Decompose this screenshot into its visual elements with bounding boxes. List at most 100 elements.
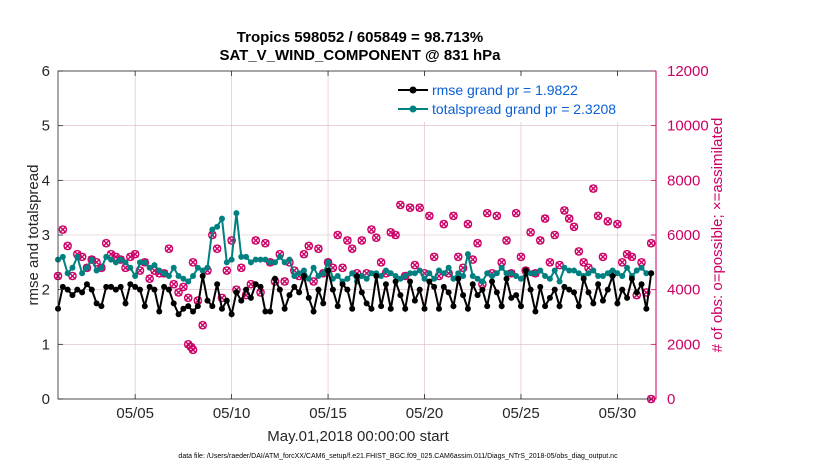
x-tick-label: 05/20 (406, 405, 444, 422)
obs-possible-marker (535, 236, 545, 245)
obs-assimilated-marker (502, 236, 511, 245)
totalspread-point (484, 270, 491, 277)
totalspread-point (108, 256, 115, 263)
totalspread-point (320, 270, 327, 277)
obs-assimilated-marker (575, 247, 583, 256)
totalspread-point (83, 264, 90, 271)
rmse-point (556, 303, 563, 310)
y-tick-label: 5 (42, 118, 50, 135)
obs-possible-marker (367, 225, 376, 234)
totalspread-point (334, 273, 341, 279)
obs-assimilated-marker (473, 239, 482, 247)
rmse-point (435, 305, 442, 312)
rmse-point (624, 294, 631, 301)
totalspread-point (310, 264, 317, 271)
obs-possible-marker (526, 227, 535, 237)
rmse-point (464, 305, 471, 312)
rmse-point (132, 283, 139, 290)
totalspread-point (599, 273, 606, 279)
rmse-point (64, 286, 71, 293)
totalspread-point (247, 259, 254, 266)
obs-assimilated-marker (372, 234, 380, 242)
obs-possible-marker (164, 244, 174, 253)
rmse-point (551, 286, 558, 293)
obs-assimilated-marker (387, 228, 395, 236)
rmse-point (170, 300, 177, 307)
obs-possible-marker (212, 244, 222, 253)
totalspread-point (378, 273, 385, 279)
totalspread-point (609, 267, 616, 274)
obs-possible-marker (63, 241, 72, 251)
rmse-point (373, 273, 380, 279)
totalspread-point (69, 264, 76, 271)
totalspread-point (170, 264, 177, 271)
totalspread-point (218, 215, 225, 222)
totalspread-point (117, 256, 124, 263)
chart-subtitle: SAT_V_WIND_COMPONENT @ 831 hPa (219, 47, 501, 64)
rmse-point (426, 278, 433, 285)
y-tick-label: 6 (42, 63, 50, 80)
obs-possible-marker (333, 230, 343, 240)
obs-assimilated-marker (464, 220, 472, 228)
x-axis-label: May.01,2018 00:00:00 start (267, 428, 449, 445)
obs-possible-marker (179, 282, 188, 292)
totalspread-point (416, 267, 423, 274)
totalspread-point (460, 273, 467, 279)
totalspread-point (141, 259, 148, 266)
obs-possible-marker (598, 252, 608, 262)
obs-possible-marker (511, 208, 521, 218)
totalspread-point (127, 264, 134, 271)
totalspread-point (435, 267, 442, 274)
totalspread-point (479, 278, 486, 285)
rmse-point (98, 303, 105, 310)
obs-possible-marker (343, 236, 352, 245)
totalspread-point (474, 275, 481, 282)
obs-possible-marker (323, 258, 333, 267)
obs-possible-marker (101, 238, 111, 248)
obs-possible-marker (371, 233, 381, 243)
rmse-point (127, 281, 134, 288)
totalspread-point (440, 270, 447, 277)
rmse-point (286, 292, 293, 299)
obs-assimilated-marker (493, 212, 501, 220)
rmse-point (136, 286, 143, 293)
rmse-point (628, 275, 635, 282)
totalspread-point (223, 259, 230, 266)
obs-possible-marker (357, 236, 367, 245)
obs-assimilated-marker (560, 206, 569, 215)
obs-assimilated-marker (551, 231, 559, 239)
rmse-point (291, 283, 298, 290)
obs-assimilated-marker (517, 253, 525, 261)
totalspread-point (286, 256, 293, 263)
rmse-point (503, 275, 510, 282)
rmse-point (648, 270, 655, 277)
y-right-tick-label: 2000 (667, 336, 700, 353)
legend-rmse-marker (409, 86, 417, 94)
obs-assimilated-marker (406, 203, 414, 212)
rmse-point (368, 305, 375, 312)
rmse-point (228, 311, 235, 318)
totalspread-point (88, 256, 95, 263)
totalspread-point (281, 259, 288, 266)
obs-assimilated-marker (63, 242, 72, 250)
obs-possible-marker (227, 236, 236, 245)
totalspread-point (445, 264, 452, 271)
totalspread-point (624, 264, 631, 271)
totalspread-point (325, 259, 332, 266)
totalspread-point (411, 270, 418, 277)
rmse-point (508, 294, 515, 301)
x-tick-label: 05/15 (309, 405, 347, 422)
obs-assimilated-marker (415, 203, 424, 212)
obs-possible-marker (376, 258, 386, 267)
obs-possible-marker (405, 203, 415, 212)
totalspread-point (175, 273, 182, 279)
obs-possible-marker (574, 247, 584, 256)
obs-assimilated-marker (334, 231, 342, 239)
totalspread-point (267, 259, 274, 266)
obs-assimilated-marker (126, 253, 135, 261)
rmse-point (474, 292, 481, 299)
legend-totalspread-label: totalspread grand pr = 2.3208 (432, 101, 616, 117)
totalspread-point (397, 275, 404, 282)
rmse-point (407, 278, 414, 285)
rmse-point (527, 286, 534, 293)
